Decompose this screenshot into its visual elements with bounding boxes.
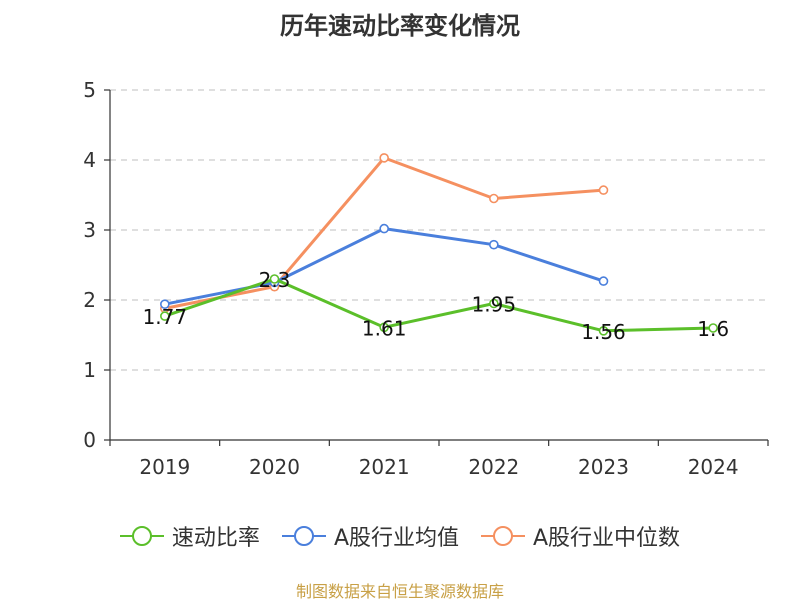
legend-swatch (119, 526, 164, 546)
legend-label: A股行业均值 (333, 526, 459, 551)
legend-swatch (481, 526, 525, 546)
data-point (379, 153, 389, 163)
legend: 速动比率 A股行业均值 A股行业中位数 (0, 520, 800, 552)
legend-label: 速动比率 (171, 526, 260, 551)
data-point (489, 298, 499, 309)
data-label: 1.6 (697, 317, 729, 341)
data-point (160, 311, 170, 321)
x-tick-label: 2024 (688, 455, 739, 479)
x-tick-label: 2022 (468, 455, 519, 479)
x-tick-label: 2019 (139, 455, 190, 479)
data-point (379, 223, 389, 234)
x-tick-label: 2021 (359, 455, 410, 479)
series-line (164, 277, 714, 333)
y-tick-label: 3 (83, 218, 96, 242)
legend-item[interactable]: A股行业中位数 (481, 520, 680, 552)
data-label: 1.95 (472, 293, 517, 317)
y-tick-label: 1 (83, 358, 96, 382)
legend-item[interactable]: A股行业均值 (281, 520, 459, 552)
y-tick-label: 2 (83, 288, 96, 312)
data-point (598, 276, 609, 286)
y-tick-label: 0 (83, 428, 96, 452)
legend-label: A股行业中位数 (533, 526, 681, 551)
data-point (598, 325, 609, 336)
data-point (160, 299, 170, 310)
data-label: 2.3 (259, 268, 291, 292)
data-point (379, 322, 389, 333)
y-tick-label: 4 (83, 148, 96, 172)
y-tick-label: 5 (83, 78, 96, 102)
x-tick-label: 2023 (578, 455, 629, 479)
data-point (598, 185, 609, 195)
data-label: 1.56 (581, 320, 626, 344)
source-note: 制图数据来自恒生聚源数据库 (295, 582, 504, 601)
data-label: 1.77 (143, 305, 188, 329)
legend-swatch (281, 526, 326, 546)
legend-item[interactable]: 速动比率 (119, 520, 260, 552)
data-point (489, 239, 499, 250)
data-point (708, 323, 718, 333)
x-tick-label: 2020 (249, 455, 300, 479)
chart-title: 历年速动比率变化情况 (280, 12, 520, 40)
data-point (269, 274, 280, 284)
data-point (489, 193, 499, 204)
data-label: 1.61 (362, 316, 407, 340)
